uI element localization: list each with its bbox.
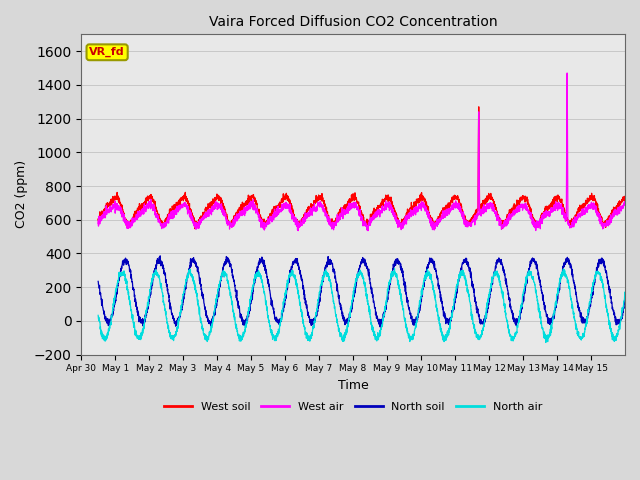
West air xyxy=(621,201,629,206)
Line: West soil: West soil xyxy=(98,107,625,228)
X-axis label: Time: Time xyxy=(338,379,369,392)
North soil xyxy=(296,268,304,274)
West air xyxy=(319,207,327,213)
North soil xyxy=(94,278,102,284)
North air xyxy=(542,339,550,345)
North soil xyxy=(378,324,385,330)
North air xyxy=(621,293,629,299)
North soil xyxy=(319,273,327,279)
West soil xyxy=(94,216,102,222)
North soil xyxy=(621,296,629,301)
West soil xyxy=(191,226,199,231)
West soil xyxy=(554,194,562,200)
Y-axis label: CO2 (ppm): CO2 (ppm) xyxy=(15,160,28,228)
West soil xyxy=(611,206,619,212)
North air xyxy=(611,334,619,340)
West soil xyxy=(186,201,193,206)
West soil xyxy=(296,217,304,223)
West soil xyxy=(475,104,483,110)
West air xyxy=(296,223,304,229)
North soil xyxy=(611,315,619,321)
North air xyxy=(296,301,304,307)
Line: North soil: North soil xyxy=(98,256,625,327)
North soil xyxy=(554,288,562,294)
West air xyxy=(94,221,102,227)
North soil xyxy=(154,260,162,265)
North air xyxy=(94,312,102,318)
West air xyxy=(364,228,372,234)
West soil xyxy=(154,213,162,218)
North air xyxy=(319,276,327,282)
West soil xyxy=(319,198,327,204)
West air xyxy=(554,203,562,209)
Line: West air: West air xyxy=(98,73,625,231)
North air xyxy=(554,285,562,290)
North air xyxy=(390,266,398,272)
North soil xyxy=(186,263,193,268)
West air xyxy=(154,219,162,225)
North air xyxy=(154,274,162,280)
West soil xyxy=(621,193,629,199)
North soil xyxy=(156,253,164,259)
Line: North air: North air xyxy=(98,269,625,342)
Title: Vaira Forced Diffusion CO2 Concentration: Vaira Forced Diffusion CO2 Concentration xyxy=(209,15,497,29)
West air xyxy=(563,70,571,76)
West air xyxy=(611,209,619,215)
West air xyxy=(186,213,193,219)
North air xyxy=(186,267,193,273)
Text: VR_fd: VR_fd xyxy=(90,47,125,58)
Legend: West soil, West air, North soil, North air: West soil, West air, North soil, North a… xyxy=(159,397,547,416)
